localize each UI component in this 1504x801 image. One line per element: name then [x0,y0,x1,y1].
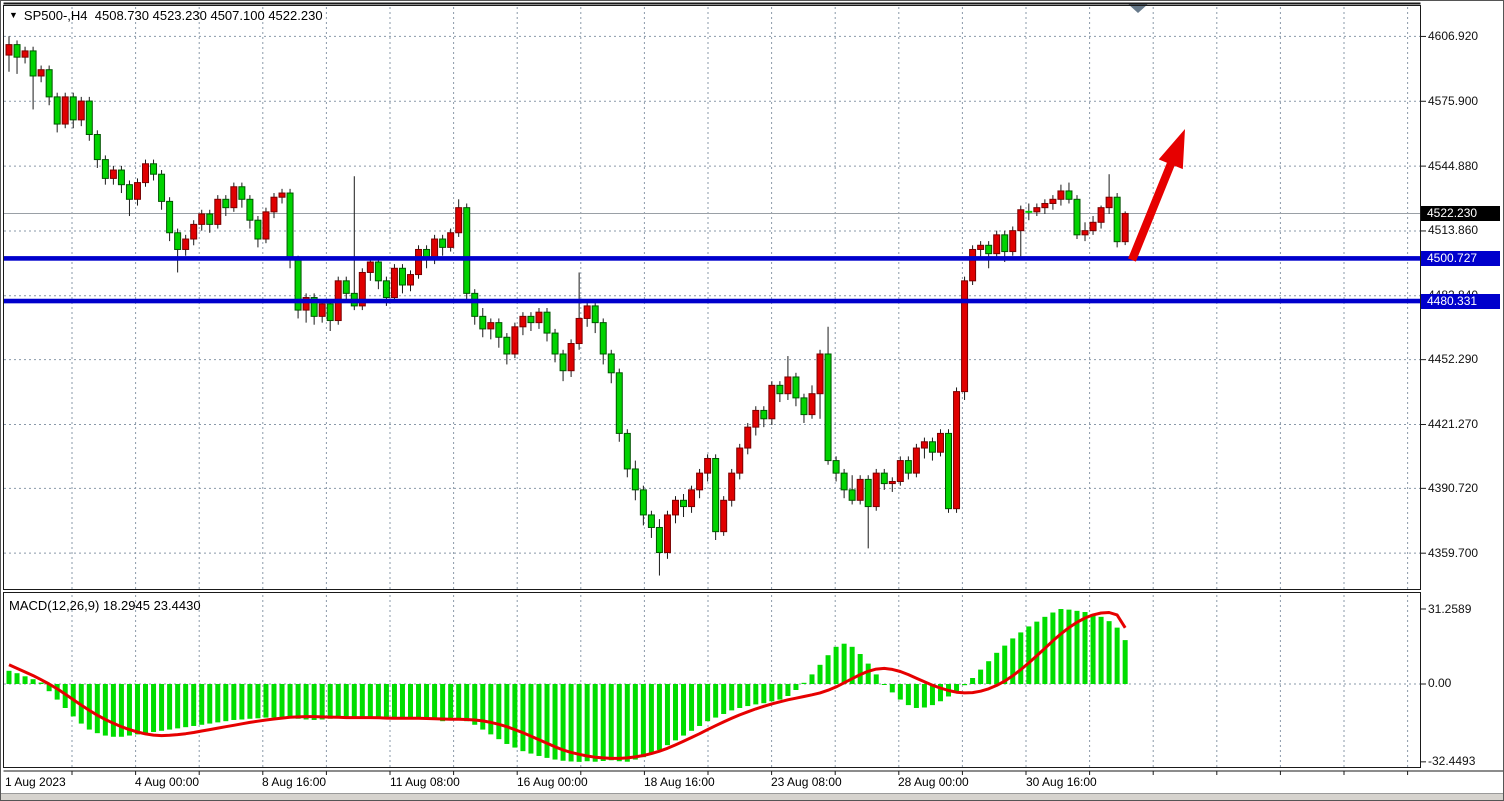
price-axis-label: 4359.700 [1428,545,1479,560]
time-axis-label: 11 Aug 08:00 [390,775,460,789]
ohlc-high: 4523.230 [152,8,207,23]
time-axis-label: 16 Aug 00:00 [517,775,588,789]
chart-header: ▼ SP500-,H4 4508.730 4523.230 4507.100 45… [9,8,323,23]
support-level-badge: 4480.331 [1421,293,1500,309]
price-axis-label: 4421.270 [1428,416,1479,431]
time-axis-label: 8 Aug 16:00 [262,775,327,789]
macd-header: MACD(12,26,9) 18.2945 23.4430 [9,598,201,613]
status-bar [1,793,1503,800]
macd-signal-value: 23.4430 [153,598,201,613]
time-axis-label: 4 Aug 00:00 [135,775,200,789]
time-axis-label: 1 Aug 2023 [5,775,66,789]
macd-axis-label: 31.2589 [1428,601,1472,616]
price-axis-label: 4390.720 [1428,480,1479,495]
price-axis-label: 4575.900 [1428,93,1479,108]
time-axis-label: 23 Aug 08:00 [771,775,842,789]
price-axis-label: 4606.920 [1428,28,1479,43]
shift-marker-icon [1128,4,1148,13]
macd-main-value: 18.2945 [102,598,150,613]
time-axis-label: 30 Aug 16:00 [1026,775,1097,789]
symbol-dropdown-icon[interactable]: ▼ [9,10,18,20]
time-axis-label: 18 Aug 16:00 [644,775,715,789]
price-axis-label: 4513.860 [1428,223,1479,238]
symbol-period-label: SP500-,H4 [23,8,88,23]
price-axis-label: 4452.290 [1428,352,1479,367]
time-axis-label: 28 Aug 00:00 [898,775,969,789]
ohlc-low: 4507.100 [210,8,265,23]
ohlc-open: 4508.730 [94,8,149,23]
support-level-badge: 4500.727 [1421,250,1500,266]
macd-axis-label: 0.00 [1428,676,1452,691]
macd-axis-label: -32.4493 [1428,754,1476,769]
trend-arrow [1128,129,1185,262]
price-axis-label: 4544.880 [1428,158,1479,173]
current-price-badge: 4522.230 [1421,205,1500,221]
ohlc-close: 4522.230 [268,8,323,23]
macd-label: MACD(12,26,9) [9,598,100,613]
